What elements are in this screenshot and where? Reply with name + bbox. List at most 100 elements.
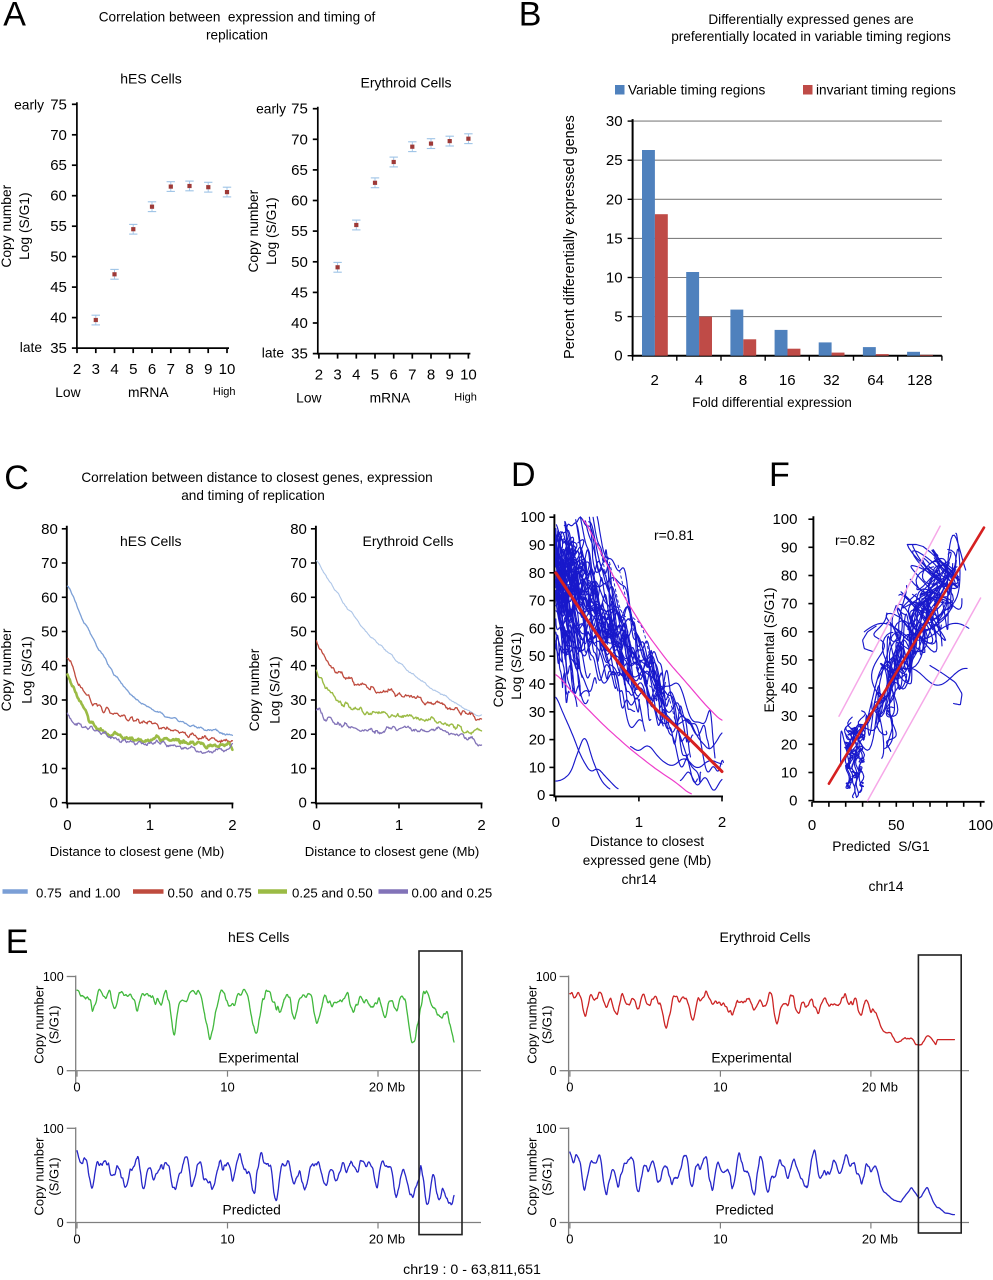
svg-text:60: 60 — [41, 589, 58, 606]
svg-text:0: 0 — [552, 814, 560, 831]
svg-text:0.00 and 0.25: 0.00 and 0.25 — [412, 886, 493, 901]
svg-text:70: 70 — [50, 127, 67, 144]
svg-text:60: 60 — [781, 624, 798, 641]
svg-text:60: 60 — [291, 193, 308, 210]
svg-text:C: C — [4, 459, 29, 497]
svg-text:10: 10 — [529, 759, 546, 776]
svg-text:chr14: chr14 — [868, 878, 903, 894]
svg-text:E: E — [6, 923, 29, 961]
svg-text:30: 30 — [781, 708, 798, 725]
svg-text:0: 0 — [73, 1080, 80, 1095]
svg-text:Copy number: Copy number — [491, 624, 506, 707]
svg-text:2: 2 — [228, 817, 236, 834]
svg-text:Percent differentially express: Percent differentially expressed genes — [562, 115, 578, 359]
svg-text:Copy number: Copy number — [525, 985, 540, 1064]
svg-text:Erythroid Cells: Erythroid Cells — [360, 75, 451, 91]
svg-text:35: 35 — [291, 346, 308, 363]
svg-text:B: B — [519, 0, 542, 33]
svg-text:20: 20 — [290, 726, 307, 743]
svg-text:Erythroid Cells: Erythroid Cells — [719, 929, 810, 945]
svg-text:0: 0 — [614, 348, 622, 365]
svg-text:2: 2 — [73, 361, 81, 378]
svg-text:10: 10 — [781, 764, 798, 781]
svg-text:65: 65 — [50, 157, 67, 174]
svg-text:40: 40 — [290, 658, 307, 675]
svg-text:0: 0 — [566, 1080, 573, 1095]
svg-text:0: 0 — [57, 1064, 64, 1078]
svg-text:preferentially located in vari: preferentially located in variable timin… — [671, 29, 951, 44]
svg-text:70: 70 — [41, 555, 58, 572]
svg-text:3: 3 — [333, 367, 341, 384]
svg-text:0.50 and 0.75: 0.50 and 0.75 — [168, 886, 252, 901]
svg-text:100: 100 — [43, 1122, 64, 1136]
svg-text:128: 128 — [907, 372, 932, 389]
svg-text:0: 0 — [550, 1216, 557, 1230]
svg-text:40: 40 — [41, 658, 58, 675]
svg-text:20 Mb: 20 Mb — [862, 1080, 898, 1095]
svg-text:70: 70 — [291, 131, 308, 148]
svg-text:65: 65 — [291, 162, 308, 179]
svg-text:late: late — [20, 340, 43, 355]
svg-text:3: 3 — [92, 361, 100, 378]
svg-text:Differentially expressed genes: Differentially expressed genes are — [708, 12, 913, 27]
svg-text:Correlation between expressio: Correlation between expression and timin… — [99, 10, 376, 25]
svg-text:r=0.82: r=0.82 — [835, 532, 875, 548]
svg-text:55: 55 — [50, 218, 67, 235]
svg-text:hES Cells: hES Cells — [120, 70, 181, 86]
svg-text:0: 0 — [57, 1216, 64, 1230]
svg-text:32: 32 — [823, 372, 840, 389]
svg-text:75: 75 — [291, 101, 308, 118]
svg-text:hES Cells: hES Cells — [228, 929, 289, 945]
svg-text:0: 0 — [537, 787, 545, 804]
svg-text:20 Mb: 20 Mb — [369, 1232, 405, 1247]
svg-text:2: 2 — [651, 372, 659, 389]
svg-text:0: 0 — [550, 1064, 557, 1078]
svg-text:10: 10 — [219, 361, 236, 378]
svg-text:0: 0 — [49, 795, 57, 812]
svg-text:8: 8 — [739, 372, 747, 389]
svg-text:Copy number: Copy number — [0, 184, 14, 267]
svg-text:(S/G1): (S/G1) — [540, 1157, 555, 1195]
svg-text:50: 50 — [290, 624, 307, 641]
svg-text:75: 75 — [50, 96, 67, 113]
svg-text:Copy number: Copy number — [32, 985, 47, 1064]
svg-text:2: 2 — [315, 367, 323, 384]
svg-text:30: 30 — [290, 692, 307, 709]
svg-text:1: 1 — [146, 817, 154, 834]
svg-text:Predicted: Predicted — [223, 1203, 281, 1218]
svg-text:0: 0 — [312, 817, 320, 834]
svg-text:80: 80 — [529, 565, 546, 582]
svg-text:7: 7 — [167, 361, 175, 378]
svg-text:45: 45 — [291, 284, 308, 301]
svg-text:Log (S/G1): Log (S/G1) — [509, 632, 524, 699]
svg-text:100: 100 — [520, 509, 545, 526]
svg-text:4: 4 — [695, 372, 703, 389]
svg-text:F: F — [769, 456, 790, 494]
svg-text:9: 9 — [446, 367, 454, 384]
svg-text:64: 64 — [867, 372, 884, 389]
svg-text:80: 80 — [41, 521, 58, 538]
svg-text:30: 30 — [606, 113, 623, 130]
svg-text:50: 50 — [888, 817, 905, 834]
svg-text:6: 6 — [148, 361, 156, 378]
svg-text:1: 1 — [395, 817, 403, 834]
svg-text:50: 50 — [291, 254, 308, 271]
svg-text:Predicted: Predicted — [715, 1203, 773, 1218]
svg-text:8: 8 — [185, 361, 193, 378]
svg-text:100: 100 — [536, 1122, 557, 1136]
svg-text:40: 40 — [529, 676, 546, 693]
svg-text:High: High — [454, 392, 477, 404]
svg-text:Distance to closest gene (Mb): Distance to closest gene (Mb) — [305, 844, 479, 859]
svg-text:mRNA: mRNA — [128, 385, 169, 400]
svg-text:0: 0 — [73, 1232, 80, 1247]
svg-text:20: 20 — [781, 736, 798, 753]
svg-text:16: 16 — [779, 372, 796, 389]
svg-text:55: 55 — [291, 223, 308, 240]
svg-text:A: A — [3, 0, 26, 34]
svg-text:chr19 : 0 - 63,811,651: chr19 : 0 - 63,811,651 — [403, 1262, 541, 1278]
svg-text:Copy number: Copy number — [246, 189, 261, 272]
svg-text:7: 7 — [408, 367, 416, 384]
svg-text:50: 50 — [50, 249, 67, 266]
svg-text:Low: Low — [296, 391, 321, 406]
svg-text:early: early — [14, 97, 44, 112]
